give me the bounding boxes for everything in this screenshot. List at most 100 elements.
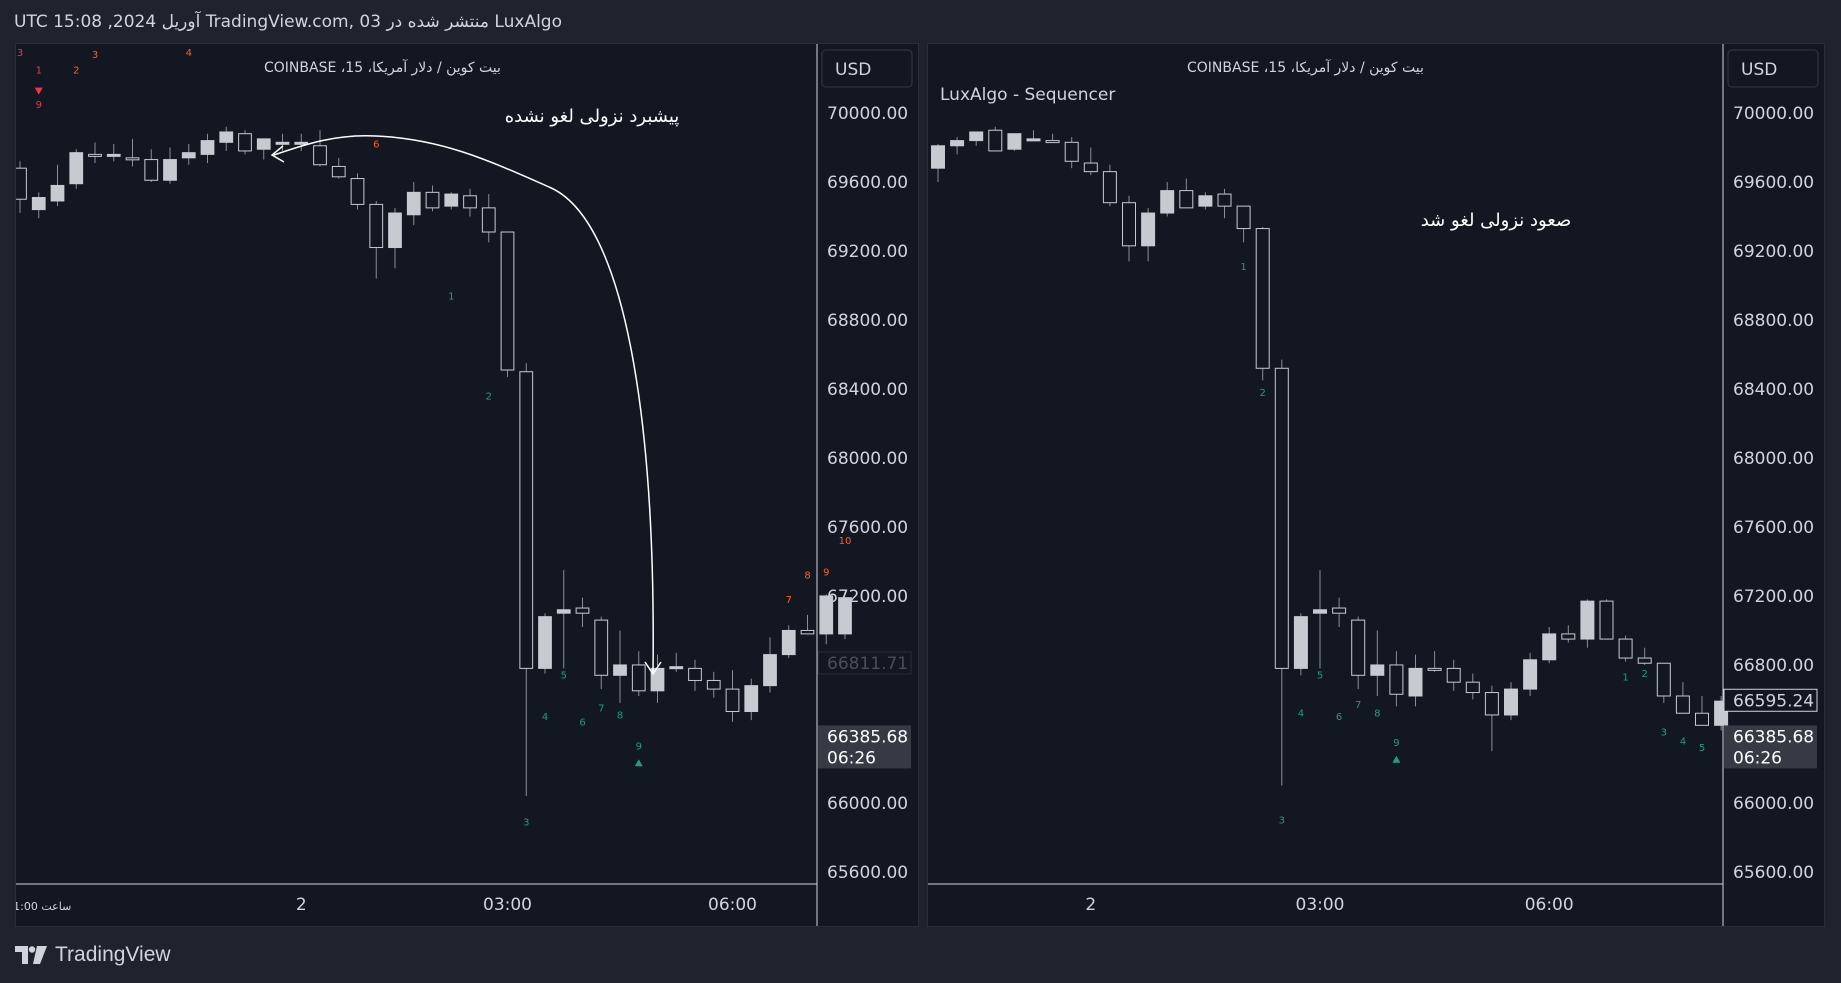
x-tick-label: 06:00 bbox=[708, 895, 757, 915]
x-tick-label: 06:00 bbox=[1525, 895, 1574, 915]
price-tag bbox=[1724, 725, 1817, 748]
price-tag-label: 66385.68 bbox=[1733, 727, 1814, 747]
candle-body bbox=[1313, 609, 1327, 614]
x-tick-label: 03:00 bbox=[1296, 895, 1345, 915]
y-tick-label: 68000.00 bbox=[827, 449, 908, 469]
candle-body bbox=[744, 685, 759, 713]
x-tick-label: 03:00 bbox=[483, 895, 532, 915]
candle-body bbox=[1561, 633, 1576, 640]
candle-body bbox=[1045, 140, 1060, 144]
sequence-label: 3 bbox=[17, 48, 23, 59]
x-tick-label: 2 bbox=[296, 895, 307, 915]
y-tick-label: 68400.00 bbox=[827, 380, 908, 400]
sequence-label: 9 bbox=[1393, 738, 1399, 749]
down-triangle-icon bbox=[34, 87, 43, 95]
candle-body bbox=[1332, 607, 1347, 614]
candle-body bbox=[444, 193, 459, 207]
candle-body bbox=[125, 157, 140, 161]
y-tick-label: 70000.00 bbox=[1733, 104, 1814, 124]
candle-body bbox=[1293, 616, 1308, 669]
candle-body bbox=[275, 141, 290, 145]
y-tick-label: 69200.00 bbox=[1733, 242, 1814, 262]
candle-body bbox=[1274, 367, 1289, 669]
candle-body bbox=[1675, 695, 1690, 714]
candle-body bbox=[50, 184, 65, 202]
sequence-label: 9 bbox=[823, 567, 829, 578]
price-tag bbox=[817, 651, 912, 675]
candle-body bbox=[500, 231, 515, 371]
chart-left-svg[interactable]: USD بیت کوین / دلار آمریکا، 15، COINBASE 7… bbox=[16, 44, 918, 926]
candle-body bbox=[1026, 138, 1041, 142]
candle-body bbox=[1217, 193, 1232, 207]
price-tag-label: 66385.68 bbox=[827, 727, 908, 747]
candle-body bbox=[1102, 171, 1117, 204]
candle-body bbox=[1389, 664, 1404, 695]
indicator-name: LuxAlgo - Sequencer bbox=[940, 85, 1115, 105]
candle-body bbox=[1542, 633, 1557, 661]
candle-body bbox=[331, 165, 346, 178]
candle-body bbox=[481, 207, 496, 233]
x-tick-label: 2 bbox=[1085, 895, 1096, 915]
sequence-label: 4 bbox=[1680, 736, 1686, 747]
candle-body bbox=[463, 195, 477, 209]
sequence-label: 10 bbox=[839, 536, 852, 547]
arrow-head-icon bbox=[270, 145, 285, 163]
candle-body bbox=[1160, 190, 1175, 214]
sequence-label: 3 bbox=[523, 817, 529, 828]
currency-box bbox=[821, 49, 913, 88]
candle-body bbox=[950, 140, 965, 147]
footer: TradingView bbox=[0, 927, 1841, 983]
sequence-label: 9 bbox=[36, 100, 42, 111]
tradingview-brand[interactable]: TradingView bbox=[55, 943, 171, 966]
candle-body bbox=[556, 609, 571, 614]
chart-title: بیت کوین / دلار آمریکا، 15، COINBASE bbox=[1187, 59, 1424, 76]
candle-body bbox=[1141, 212, 1156, 247]
candle-body bbox=[425, 191, 440, 209]
annotation-text: صعود نزولی لغو شد bbox=[1421, 210, 1572, 231]
sequence-label: 5 bbox=[561, 671, 567, 682]
y-tick-label: 68800.00 bbox=[827, 311, 908, 331]
sequence-label: 5 bbox=[1699, 743, 1705, 754]
sequence-label: 3 bbox=[1661, 728, 1667, 739]
price-tag-label: 66595.24 bbox=[1733, 691, 1814, 711]
currency-label: USD bbox=[835, 60, 871, 80]
y-tick-label: 65600.00 bbox=[827, 863, 908, 883]
candle-body bbox=[931, 145, 945, 169]
sequence-label: 8 bbox=[617, 710, 623, 721]
y-tick-label: 68400.00 bbox=[1733, 380, 1814, 400]
candle-body bbox=[631, 664, 646, 692]
candle-body bbox=[1599, 600, 1614, 640]
sequence-label: 3 bbox=[92, 50, 98, 61]
candle-body bbox=[388, 212, 402, 249]
sequence-label: 3 bbox=[1279, 816, 1285, 827]
candle-body bbox=[31, 197, 46, 211]
candle-body bbox=[688, 667, 702, 681]
candle-body bbox=[144, 159, 159, 181]
price-tag bbox=[1724, 746, 1817, 769]
candle-body bbox=[294, 141, 309, 145]
sequence-label: 2 bbox=[486, 391, 492, 402]
y-tick-label: 70000.00 bbox=[827, 104, 908, 124]
candle-body bbox=[16, 167, 27, 200]
sequence-label: 2 bbox=[1642, 669, 1648, 680]
price-tag bbox=[1723, 688, 1818, 712]
candle-body bbox=[519, 371, 534, 669]
candle-body bbox=[1370, 664, 1385, 676]
chart-panel-left[interactable]: USD بیت کوین / دلار آمریکا، 15، COINBASE 7… bbox=[15, 43, 919, 927]
candle-body bbox=[538, 616, 552, 669]
y-tick-label: 65600.00 bbox=[1733, 863, 1814, 883]
y-tick-label: 68000.00 bbox=[1733, 449, 1814, 469]
candle-body bbox=[163, 159, 177, 181]
chart-panel-right[interactable]: USD بیت کوین / دلار آمریکا، 15، COINBASE L… bbox=[927, 43, 1825, 927]
candle-body bbox=[1465, 681, 1480, 694]
candle-body bbox=[1695, 712, 1709, 726]
price-tag bbox=[818, 746, 911, 769]
candle-body bbox=[406, 191, 421, 216]
chart-right-svg[interactable]: USD بیت کوین / دلار آمریکا، 15، COINBASE L… bbox=[928, 44, 1824, 926]
y-tick-label: 67200.00 bbox=[1733, 587, 1814, 607]
tradingview-logo-icon[interactable] bbox=[15, 946, 47, 964]
candle-body bbox=[1122, 202, 1136, 247]
candle-body bbox=[369, 203, 384, 249]
up-triangle-icon bbox=[1392, 755, 1401, 763]
candle-body bbox=[613, 664, 627, 676]
